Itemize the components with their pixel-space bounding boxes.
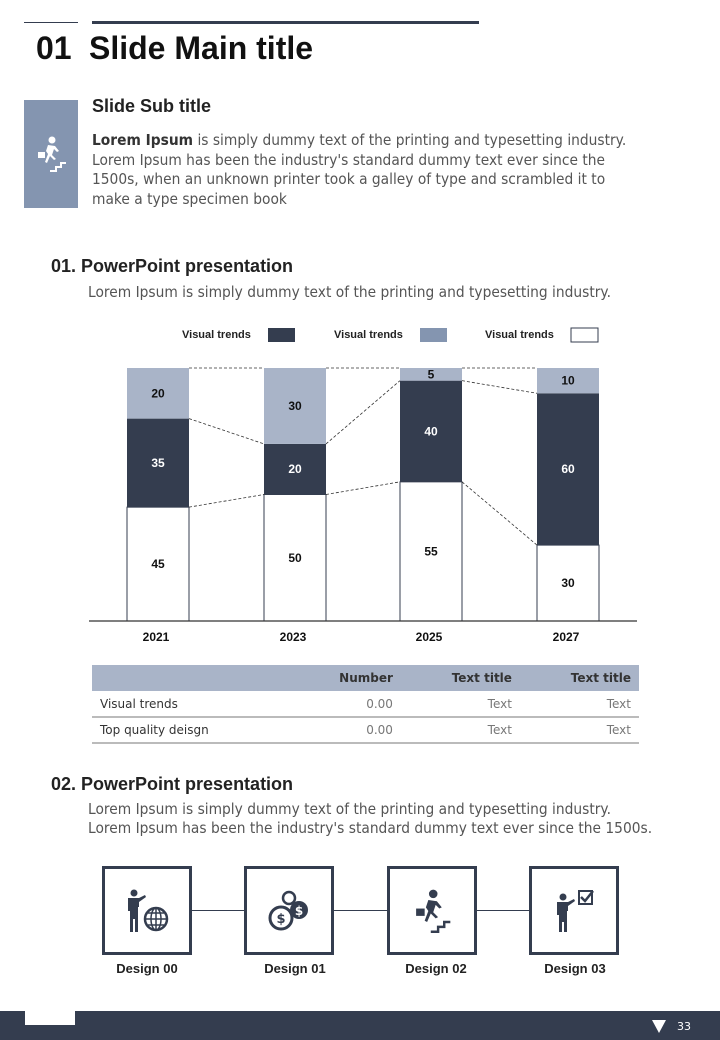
bar-segment <box>537 393 599 546</box>
table-cell: Top quality deisgn <box>100 723 209 737</box>
businessman-globe-icon <box>128 889 169 932</box>
design-box-1: $ $ <box>244 866 334 955</box>
table-cell: Visual trends <box>100 696 178 711</box>
intro-line: 1500s, when an unknown printer took a ga… <box>92 170 606 188</box>
legend-label: Visual trends <box>334 329 403 341</box>
connector-line <box>461 380 538 394</box>
coins-icon: $$ <box>268 890 308 930</box>
table-cell: 0.00 <box>366 723 393 737</box>
table-cell: Text <box>487 723 512 737</box>
intro-line: is simply dummy text of the printing and… <box>193 131 627 149</box>
connector-line <box>188 494 265 508</box>
slide-number: 01 <box>36 30 72 66</box>
intro-text: Lorem Ipsum is simply dummy text of the … <box>92 131 626 209</box>
table-cell: Text <box>606 696 631 711</box>
legend-label: Visual trends <box>485 329 554 341</box>
intro-line: make a type specimen book <box>92 189 287 208</box>
data-label: 40 <box>424 424 438 438</box>
section2-title: 02. PowerPoint presentation <box>51 774 294 794</box>
data-label: 35 <box>151 456 165 470</box>
design-box-0 <box>102 866 192 955</box>
data-label: 20 <box>151 386 165 400</box>
data-label: 60 <box>561 462 575 476</box>
design-box-2 <box>387 866 477 955</box>
intro-bold: Lorem Ipsum <box>92 131 194 149</box>
data-label: 10 <box>561 374 575 388</box>
legend-swatch <box>268 328 295 342</box>
x-tick-label: 2027 <box>553 630 580 644</box>
connector-line <box>325 380 401 445</box>
bar-segment <box>126 506 190 622</box>
connector-line <box>325 481 401 495</box>
table-header-cell: Text title <box>570 671 631 685</box>
page-title: Slide Main title <box>89 30 314 66</box>
svg-text:$: $ <box>295 904 303 918</box>
x-tick-label: 2023 <box>280 630 307 644</box>
data-label: 30 <box>288 399 302 413</box>
svg-text:$: $ <box>276 912 285 927</box>
table-row: Top quality deisgn 0.00 Text Text <box>92 717 639 743</box>
table-cell: 0.00 <box>366 696 393 711</box>
section2-line: Lorem Ipsum has been the industry's stan… <box>88 819 653 837</box>
table-header-cell: Text title <box>451 671 512 685</box>
section1-text: Lorem Ipsum is simply dummy text of the … <box>88 283 612 301</box>
stacked-bar-chart: Visual trends Visual trends Visual trends 4… <box>89 327 637 644</box>
design-label: Design 03 <box>544 961 606 976</box>
legend-swatch <box>570 327 599 343</box>
table-cell: Text <box>606 723 631 737</box>
page-number: 33 <box>677 1020 691 1033</box>
data-label: 30 <box>561 576 575 590</box>
bar-segment <box>127 418 189 508</box>
design-label: Design 00 <box>116 961 178 976</box>
table-header-cell: Number <box>339 671 393 685</box>
bar-segment <box>400 368 462 381</box>
triangle-down-icon <box>652 1020 666 1033</box>
x-tick-label: 2025 <box>416 630 443 644</box>
design-box-3 <box>529 866 619 955</box>
legend-label: Visual trends <box>182 329 251 341</box>
design-label: Design 02 <box>405 961 467 976</box>
section1-title: 01. PowerPoint presentation <box>51 256 294 276</box>
legend-swatch <box>420 328 447 342</box>
design-label: Design 01 <box>264 961 326 976</box>
businessman-checkbox-icon <box>557 889 594 932</box>
table-row: Visual trends 0.00 Text Text <box>92 691 639 717</box>
subtitle: Slide Sub title <box>92 96 212 116</box>
table-header-cell <box>92 665 292 691</box>
section2-line: Lorem Ipsum is simply dummy text of the … <box>88 800 612 818</box>
bar-segment <box>263 494 327 622</box>
bar-segment <box>264 368 326 444</box>
section2-text: Lorem Ipsum is simply dummy text of the … <box>88 800 652 838</box>
top-rule-short <box>24 22 78 23</box>
data-label: 5 <box>428 367 435 381</box>
bar-segment <box>400 380 462 482</box>
data-label: 20 <box>288 462 302 476</box>
connector-line <box>188 418 265 445</box>
bar-segment <box>537 368 599 394</box>
top-rule-long <box>92 21 479 24</box>
data-label: 50 <box>288 551 302 565</box>
footer-tab <box>25 1008 75 1025</box>
stairs-climber-icon <box>416 889 451 933</box>
footer-bar <box>0 1011 720 1040</box>
bar-segment <box>264 443 326 495</box>
data-label: 45 <box>151 557 165 571</box>
data-label: 55 <box>424 544 438 558</box>
subtitle-icon-panel <box>24 100 78 208</box>
table-header: Number Text title Text title <box>92 665 639 691</box>
table-cell: Text <box>487 696 512 711</box>
data-table: Number Text title Text title Visual tren… <box>92 665 639 744</box>
intro-line: Lorem Ipsum has been the industry's stan… <box>92 150 606 169</box>
stairs-climber-icon <box>38 136 66 172</box>
x-tick-label: 2021 <box>143 630 170 644</box>
bar-segment <box>127 368 189 419</box>
connector-line <box>461 481 538 546</box>
